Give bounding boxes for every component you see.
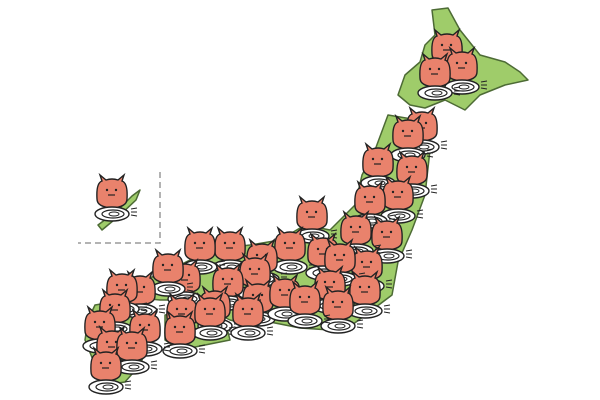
- inset-border: [78, 172, 161, 244]
- mascot-layer: [82, 29, 488, 395]
